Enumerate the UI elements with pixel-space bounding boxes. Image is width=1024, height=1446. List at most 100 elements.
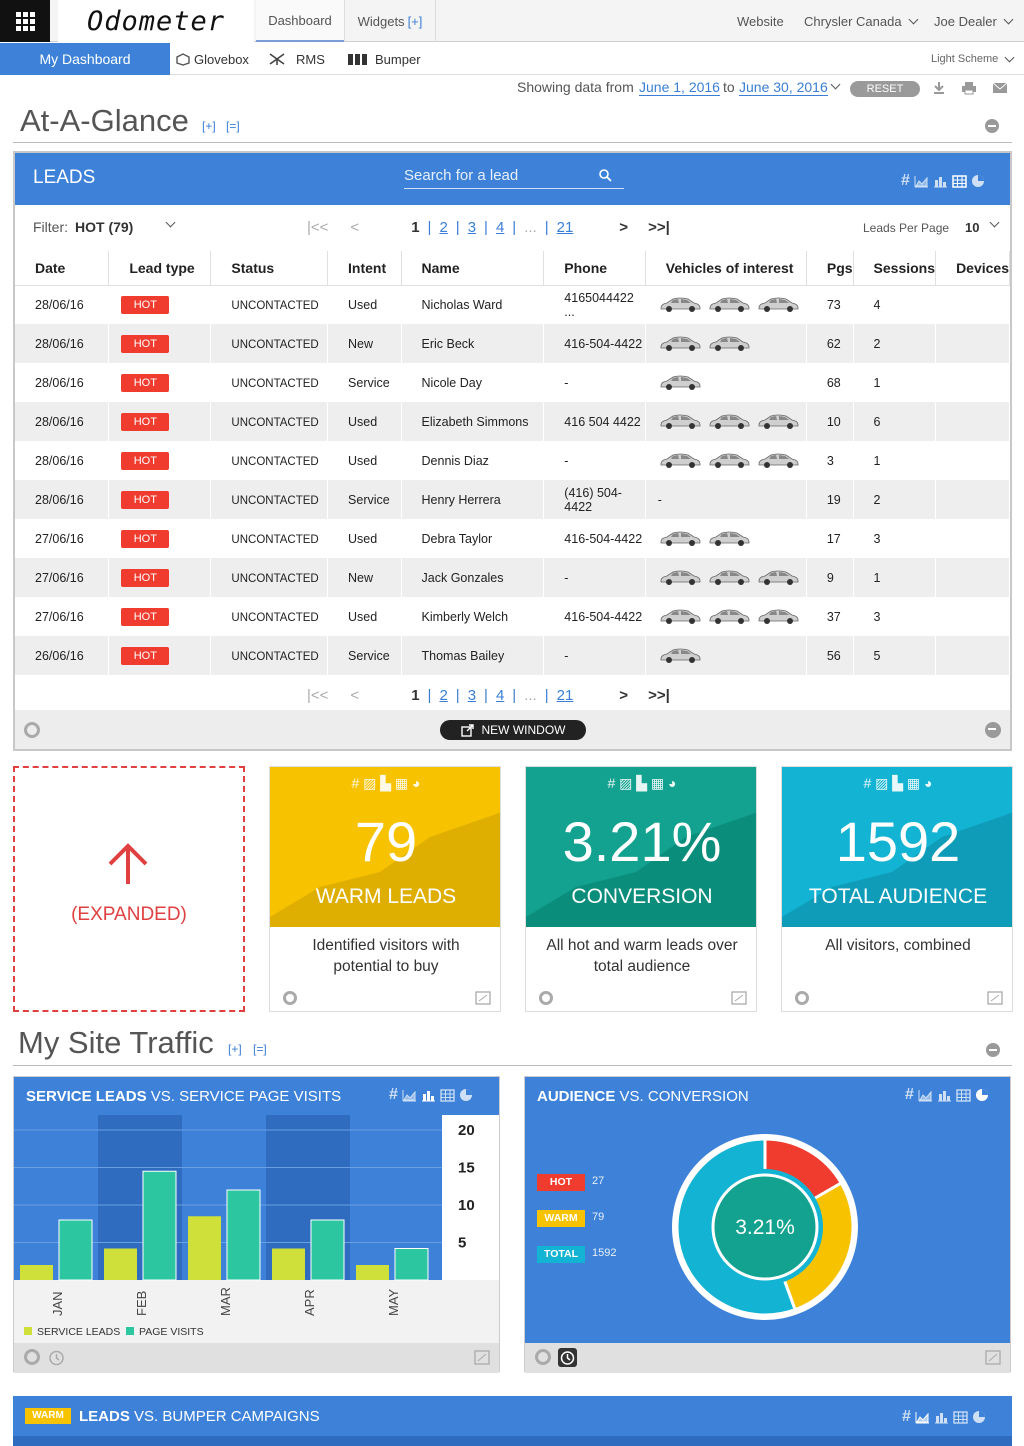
date-start[interactable]: June 1, 2016 <box>639 79 720 96</box>
pager-page-21[interactable]: 21 <box>556 219 574 236</box>
pager-page-4[interactable]: 4 <box>495 687 505 704</box>
chevron-down-icon[interactable] <box>989 217 1000 228</box>
alarm-icon[interactable] <box>558 1348 577 1367</box>
table-row[interactable]: 28/06/16 HOT UNCONTACTED New Eric Beck 416-50… <box>15 324 1010 363</box>
gear-icon[interactable] <box>795 991 809 1005</box>
tab-bumper[interactable]: Bumper <box>347 43 421 75</box>
pie-chart-icon[interactable] <box>971 174 985 188</box>
pie-chart-icon[interactable] <box>972 1410 986 1424</box>
column-header[interactable]: Status <box>210 251 329 286</box>
tab-glovebox[interactable]: Glovebox <box>175 43 249 75</box>
table-icon[interactable] <box>953 1410 968 1424</box>
date-end[interactable]: June 30, 2016 <box>739 79 828 96</box>
table-icon[interactable] <box>952 174 967 188</box>
glance-collapse[interactable]: [=] <box>226 119 240 133</box>
pager-next[interactable]: > <box>619 219 629 236</box>
nav-dashboard[interactable]: Dashboard <box>256 0 344 42</box>
table-icon[interactable] <box>956 1088 971 1102</box>
bar-service-leads[interactable] <box>188 1216 221 1280</box>
table-row[interactable]: 28/06/16 HOT UNCONTACTED Service Henry Herre… <box>15 480 1010 519</box>
bar-page-visits[interactable] <box>142 1170 177 1281</box>
area-chart-icon[interactable] <box>918 1089 933 1102</box>
per-page-select[interactable]: 10 <box>965 220 980 235</box>
hash-icon[interactable]: # <box>389 1086 398 1103</box>
bar-page-visits[interactable] <box>226 1189 261 1281</box>
gear-icon[interactable] <box>24 1349 40 1365</box>
reset-button[interactable]: RESET <box>850 81 920 97</box>
lead-search-input[interactable]: Search for a lead <box>404 163 624 189</box>
bar-chart-icon[interactable] <box>937 1089 952 1102</box>
traffic-expand[interactable]: [+] <box>228 1042 242 1056</box>
glance-expand[interactable]: [+] <box>202 119 216 133</box>
bar-chart-icon[interactable] <box>933 175 948 188</box>
pager-prev[interactable]: < <box>350 687 360 704</box>
column-header[interactable]: Pgs <box>806 251 854 286</box>
area-chart-icon[interactable] <box>402 1089 417 1102</box>
new-window-button[interactable]: NEW WINDOW <box>440 720 586 740</box>
pager-page-3[interactable]: 3 <box>467 219 477 236</box>
pager-page-2[interactable]: 2 <box>439 687 448 704</box>
pager-page-4[interactable]: 4 <box>495 219 505 236</box>
kpi-tile[interactable]: # ▨ ▙ ▦ ◕ 3.21% CONVERSION All hot and warm… <box>525 766 757 1012</box>
gear-icon[interactable] <box>283 991 297 1005</box>
table-row[interactable]: 27/06/16 HOT UNCONTACTED Used Kimberly Welch… <box>15 597 1010 636</box>
bar-service-leads[interactable] <box>20 1265 53 1280</box>
column-header[interactable]: Lead type <box>108 251 212 286</box>
collapse-section-icon[interactable] <box>986 1043 1000 1057</box>
column-header[interactable]: Intent <box>327 251 402 286</box>
tab-my-dashboard[interactable]: My Dashboard <box>0 43 170 75</box>
table-row[interactable]: 28/06/16 HOT UNCONTACTED Service Nicole Day -… <box>15 363 1010 402</box>
column-header[interactable]: Date <box>15 251 110 286</box>
expand-icon[interactable] <box>475 991 491 1005</box>
pager-page-1[interactable]: 1 <box>411 687 420 704</box>
hash-icon[interactable]: # <box>902 1408 911 1425</box>
view-switcher[interactable]: # ▨ ▙ ▦ ◕ <box>863 775 933 791</box>
pager-page-3[interactable]: 3 <box>467 687 477 704</box>
nav-dealer-group[interactable]: Chrysler Canada <box>804 0 918 42</box>
view-switcher[interactable]: # ▨ ▙ ▦ ◕ <box>351 775 421 791</box>
pie-chart-icon[interactable] <box>459 1088 473 1102</box>
column-header[interactable]: Sessions <box>853 251 937 286</box>
table-row[interactable]: 28/06/16 HOT UNCONTACTED Used Dennis Diaz - 3 1 <box>15 441 1010 480</box>
pager-page-1[interactable]: 1 <box>411 219 420 236</box>
pager-last[interactable]: >>| <box>648 687 670 704</box>
expand-icon[interactable] <box>987 991 1003 1005</box>
table-icon[interactable] <box>440 1088 455 1102</box>
logo[interactable]: Odometer <box>58 0 254 42</box>
pager-next[interactable]: > <box>619 687 629 704</box>
pager-page-2[interactable]: 2 <box>439 219 448 236</box>
expand-icon[interactable] <box>731 991 747 1005</box>
mail-icon[interactable] <box>992 82 1008 94</box>
column-header[interactable]: Phone <box>543 251 646 286</box>
pager-prev[interactable]: < <box>350 219 360 236</box>
chevron-down-icon[interactable] <box>830 79 841 90</box>
kpi-tile[interactable]: # ▨ ▙ ▦ ◕ 79 WARM LEADS Identified visitors… <box>269 766 501 1012</box>
bar-service-leads[interactable] <box>272 1248 305 1281</box>
nav-widgets[interactable]: Widgets [+] <box>344 0 436 42</box>
chevron-down-icon[interactable] <box>165 217 176 228</box>
kpi-tile[interactable]: # ▨ ▙ ▦ ◕ 1592 TOTAL AUDIENCE All visitors,… <box>781 766 1013 1012</box>
gear-icon[interactable] <box>24 722 40 738</box>
bar-chart-icon[interactable] <box>934 1411 949 1424</box>
bar-page-visits[interactable] <box>394 1248 429 1281</box>
pager-last[interactable]: >>| <box>648 219 670 236</box>
print-icon[interactable] <box>961 81 977 95</box>
hash-icon[interactable]: # <box>901 172 910 189</box>
tab-rms[interactable]: RMS <box>268 43 325 75</box>
column-header[interactable]: Name <box>401 251 545 286</box>
gear-icon[interactable] <box>535 1349 551 1365</box>
pie-chart-icon[interactable] <box>975 1088 989 1102</box>
bar-service-leads[interactable] <box>356 1265 389 1280</box>
expand-icon[interactable] <box>474 1350 490 1365</box>
collapse-section-icon[interactable] <box>985 119 999 133</box>
expand-icon[interactable] <box>985 1350 1001 1365</box>
column-header[interactable]: Devices <box>935 251 1010 286</box>
area-chart-icon[interactable] <box>914 175 929 188</box>
bar-page-visits[interactable] <box>58 1219 93 1281</box>
bar-service-leads[interactable] <box>104 1248 137 1281</box>
bar-page-visits[interactable] <box>310 1219 345 1281</box>
download-icon[interactable] <box>932 81 946 95</box>
table-row[interactable]: 28/06/16 HOT UNCONTACTED Used Nicholas Ward 4… <box>15 285 1010 324</box>
bar-chart-icon[interactable] <box>421 1089 436 1102</box>
nav-website[interactable]: Website <box>737 13 784 29</box>
